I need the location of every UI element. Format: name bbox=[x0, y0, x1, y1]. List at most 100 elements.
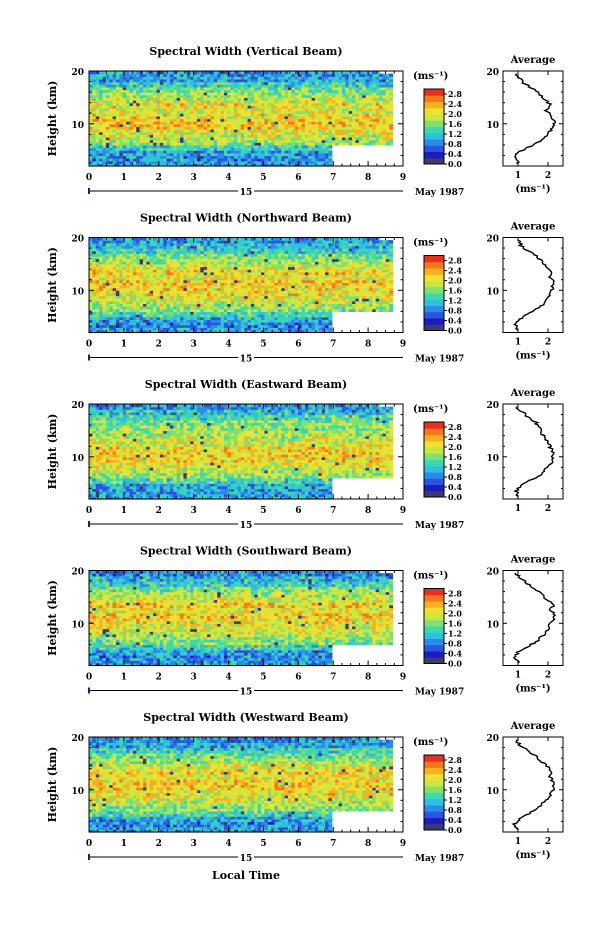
heatmap-cell bbox=[348, 126, 353, 130]
heatmap-cell bbox=[223, 147, 228, 151]
heatmap-cell bbox=[193, 311, 198, 315]
heatmap-cell bbox=[308, 321, 313, 326]
heatmap-cell bbox=[318, 300, 323, 305]
heatmap-cell bbox=[284, 84, 289, 88]
heatmap-cell bbox=[247, 319, 252, 323]
heatmap-cell bbox=[291, 81, 296, 85]
heatmap-cell bbox=[227, 282, 232, 286]
heatmap-cell bbox=[210, 76, 215, 80]
heatmap-cell bbox=[234, 102, 238, 106]
heatmap-cell bbox=[291, 105, 296, 109]
heatmap-cell bbox=[254, 150, 259, 154]
heatmap-cell bbox=[247, 287, 252, 291]
heatmap-cell bbox=[95, 303, 100, 307]
heatmap-cell bbox=[173, 282, 178, 286]
heatmap-cell bbox=[142, 306, 147, 310]
heatmap-cell bbox=[291, 295, 296, 299]
heatmap-cell bbox=[304, 144, 309, 149]
heatmap-cell bbox=[318, 327, 323, 331]
heatmap-cell bbox=[264, 287, 269, 291]
heatmap-cell bbox=[220, 316, 225, 320]
heatmap-cell bbox=[129, 73, 134, 77]
heatmap-cell bbox=[314, 86, 319, 91]
heatmap-cell bbox=[352, 78, 357, 83]
heatmap-cell bbox=[298, 298, 303, 302]
heatmap-cell bbox=[284, 314, 289, 318]
heatmap-cell bbox=[234, 298, 238, 302]
heatmap-cell bbox=[234, 89, 238, 93]
heatmap-cell bbox=[247, 107, 252, 112]
heatmap-cell bbox=[223, 321, 228, 326]
heatmap-cell bbox=[237, 84, 242, 88]
heatmap-cell bbox=[112, 292, 117, 297]
heatmap-cell bbox=[112, 314, 117, 318]
heatmap-cell bbox=[355, 285, 360, 289]
heatmap-cell bbox=[230, 303, 235, 307]
heatmap-cell bbox=[362, 290, 367, 294]
heatmap-cell bbox=[261, 319, 265, 323]
heatmap-cell bbox=[301, 105, 306, 109]
heatmap-cell bbox=[244, 107, 249, 112]
heatmap-cell bbox=[163, 136, 168, 141]
heatmap-cell bbox=[227, 144, 232, 149]
heatmap-cell bbox=[365, 139, 370, 143]
heatmap-cell bbox=[311, 158, 316, 162]
heatmap-cell bbox=[95, 285, 100, 289]
heatmap-cell bbox=[321, 89, 326, 93]
heatmap-cell bbox=[277, 285, 282, 289]
heatmap-cell bbox=[257, 107, 262, 112]
heatmap-cell bbox=[169, 155, 174, 159]
heatmap-cell bbox=[328, 110, 333, 114]
heatmap-cell bbox=[149, 92, 154, 96]
heatmap-cell bbox=[223, 100, 228, 104]
heatmap-cell bbox=[169, 123, 174, 128]
heatmap-cell bbox=[247, 279, 252, 283]
heatmap-cell bbox=[254, 73, 259, 77]
heatmap-cell bbox=[271, 102, 276, 106]
heatmap-cell bbox=[95, 139, 100, 143]
heatmap-cell bbox=[325, 306, 330, 310]
heatmap-cell bbox=[338, 287, 343, 291]
heatmap-cell bbox=[217, 115, 222, 120]
heatmap-cell bbox=[210, 142, 215, 146]
heatmap-cell bbox=[385, 81, 390, 85]
heatmap-cell bbox=[281, 319, 286, 323]
heatmap-cell bbox=[156, 123, 161, 128]
heatmap-cell bbox=[355, 129, 360, 133]
heatmap-cell bbox=[277, 144, 282, 149]
heatmap-cell bbox=[277, 155, 282, 159]
heatmap-cell bbox=[267, 319, 272, 323]
heatmap-cell bbox=[159, 150, 164, 154]
heatmap-cell bbox=[264, 136, 269, 141]
heatmap-cell bbox=[190, 295, 195, 299]
heatmap-cell bbox=[217, 129, 222, 133]
heatmap-cell bbox=[112, 311, 117, 315]
heatmap-cell bbox=[321, 306, 326, 310]
heatmap-cell bbox=[173, 71, 178, 75]
heatmap-cell bbox=[291, 131, 296, 135]
heatmap-cell bbox=[142, 158, 147, 162]
heatmap-cell bbox=[281, 321, 286, 326]
heatmap-cell bbox=[389, 94, 394, 98]
heatmap-cell bbox=[159, 308, 164, 312]
heatmap-cell bbox=[311, 277, 316, 281]
heatmap-cell bbox=[257, 136, 262, 141]
heatmap-cell bbox=[153, 144, 158, 149]
heatmap-cell bbox=[173, 126, 178, 130]
heatmap-cell bbox=[341, 97, 346, 101]
heatmap-cell bbox=[254, 285, 259, 289]
heatmap-cell bbox=[325, 118, 330, 122]
heatmap-cell bbox=[277, 102, 282, 106]
heatmap-cell bbox=[234, 155, 238, 159]
heatmap-cell bbox=[375, 89, 380, 93]
heatmap-cell bbox=[291, 298, 296, 302]
heatmap-cell bbox=[368, 115, 373, 120]
heatmap-cell bbox=[163, 292, 168, 297]
heatmap-cell bbox=[375, 279, 380, 283]
heatmap-cell bbox=[126, 100, 131, 104]
heatmap-cell bbox=[139, 129, 144, 133]
heatmap-cell bbox=[240, 139, 245, 143]
heatmap-cell bbox=[220, 115, 225, 120]
heatmap-cell bbox=[126, 279, 131, 283]
heatmap-cell bbox=[207, 94, 212, 98]
